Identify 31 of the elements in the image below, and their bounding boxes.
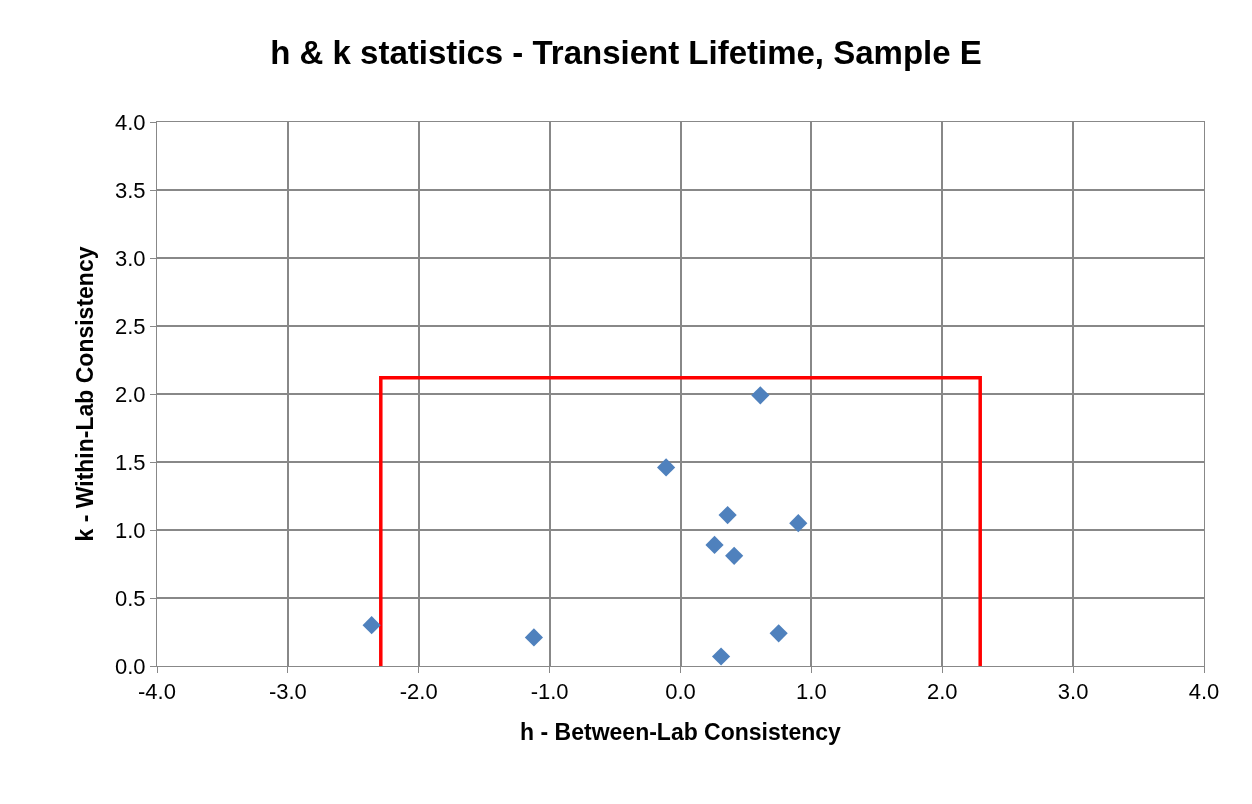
point: [524, 628, 544, 647]
point: [705, 535, 724, 555]
point: [789, 514, 808, 533]
y-tick-label: 0.0: [115, 653, 146, 679]
x-tick-label: 3.0: [1057, 679, 1089, 705]
y-tick-label: 1.0: [115, 517, 146, 543]
x-tick-label: -1.0: [530, 679, 569, 705]
point: [362, 616, 381, 635]
point: [657, 458, 676, 477]
y-tick-label: 2.0: [115, 381, 146, 407]
x-tick-label: 4.0: [1188, 679, 1220, 705]
x-tick-label: 0.0: [665, 679, 696, 705]
y-tick-label: 3.0: [115, 245, 146, 271]
y-tick-label: 0.5: [115, 585, 146, 611]
x-axis-title: h - Between-Lab Consistency: [520, 719, 842, 745]
x-tick-label: -3.0: [268, 679, 307, 705]
y-axis-title: k - Within-Lab Consistency: [72, 246, 99, 542]
chart-title: h & k statistics - Transient Lifetime, Sample E: [270, 33, 982, 71]
point: [725, 546, 744, 565]
y-tick-label: 2.5: [115, 313, 146, 339]
x-tick-label: 1.0: [796, 679, 827, 705]
point: [711, 647, 731, 666]
point: [718, 505, 737, 525]
point: [769, 624, 788, 643]
y-tick-label: 1.5: [115, 449, 146, 475]
y-tick-label: 4.0: [115, 109, 146, 135]
x-tick-label: -4.0: [138, 679, 176, 705]
point: [751, 386, 770, 405]
x-tick-label: 2.0: [926, 679, 958, 705]
y-tick-label: 3.5: [115, 177, 146, 203]
x-tick-label: -2.0: [399, 679, 438, 705]
